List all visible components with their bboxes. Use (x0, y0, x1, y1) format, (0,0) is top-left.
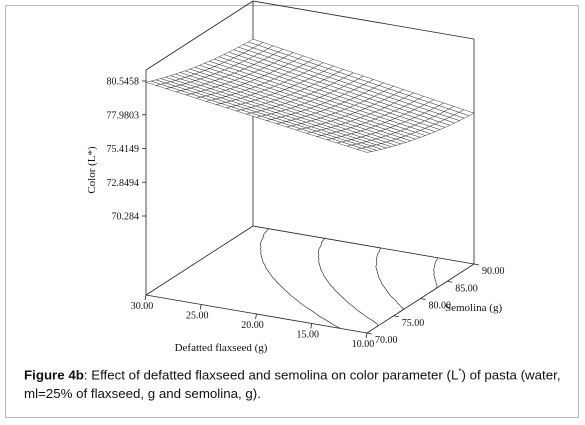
x-tick (365, 332, 368, 339)
axis-box (145, 0, 475, 334)
x-axis-title: Defatted flaxseed (g) (175, 342, 268, 354)
floor-edge-back (252, 225, 475, 265)
x-tick-label: 15.00 (297, 330, 320, 341)
y-tick-label: 75.00 (402, 318, 425, 329)
x-tick (255, 313, 257, 320)
top-edge-back (252, 0, 475, 40)
z-tick-label: 75.4149 (107, 144, 140, 155)
floor-edge-left (145, 225, 254, 296)
y-tick-label: 70.00 (375, 335, 398, 346)
y-tick-label: 90.00 (482, 266, 505, 277)
y-tick (420, 298, 426, 300)
surface-cell (356, 148, 373, 153)
z-axis-title: Color (L*) (86, 146, 98, 194)
caption-text-b: ) of pasta (water, ml=25% of flaxseed, g… (24, 367, 561, 402)
y-axis-title: Semolina (g) (445, 302, 502, 314)
caption-text-a: : Effect of defatted flaxseed and semoli… (83, 367, 459, 383)
x-tick (310, 323, 313, 329)
y-tick (366, 332, 373, 335)
y-tick (393, 315, 399, 318)
tick-labels: 80.5458 77.9803 75.4149 72.8494 70.284 30.00 2… (107, 77, 505, 351)
z-tick-label: 80.5458 (107, 77, 140, 88)
z-tick-label: 77.9803 (107, 110, 140, 121)
contour-line (259, 228, 341, 329)
caption-superscript: * (458, 367, 462, 376)
tick-marks (142, 80, 480, 339)
response-surface (145, 38, 475, 153)
contour-line (431, 257, 438, 292)
x-tick-label: 20.00 (241, 320, 264, 331)
x-tick-label: 25.00 (186, 311, 209, 322)
floor-contours (259, 228, 438, 329)
x-tick-label: 10.00 (352, 339, 375, 350)
z-tick-label: 72.8494 (107, 178, 140, 189)
contour-line (317, 238, 379, 329)
figure-caption: Figure 4b: Effect of defatted flaxseed a… (24, 362, 564, 403)
top-edge-left (145, 0, 254, 71)
x-tick (144, 294, 147, 301)
y-tick-label: 85.00 (455, 283, 478, 294)
y-tick (473, 263, 480, 266)
caption-label: Figure 4b (24, 367, 84, 383)
y-tick-label: 80.00 (429, 301, 452, 312)
y-tick (447, 280, 453, 283)
z-tick-label: 70.284 (112, 212, 140, 223)
x-tick (199, 304, 202, 310)
contour-line (375, 247, 404, 313)
x-tick-label: 30.00 (131, 301, 154, 312)
